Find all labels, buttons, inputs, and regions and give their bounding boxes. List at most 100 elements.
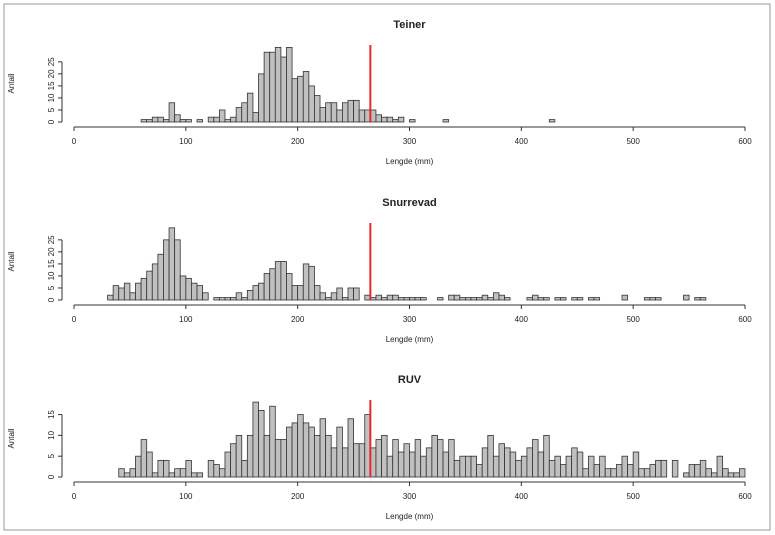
bar — [576, 297, 584, 301]
bar — [196, 119, 204, 123]
y-tick-label: 0 — [47, 119, 56, 124]
y-tick-label: 10 — [47, 93, 56, 102]
bar — [498, 294, 505, 301]
x-tick-label: 600 — [738, 492, 752, 501]
x-tick-label: 200 — [291, 137, 305, 146]
bar — [576, 451, 584, 478]
bar — [252, 401, 259, 478]
bar — [258, 73, 265, 123]
bar — [392, 294, 399, 301]
bar — [655, 459, 662, 478]
bar — [487, 297, 494, 301]
y-tick-label: 20 — [47, 69, 56, 78]
bar — [582, 468, 589, 478]
bar — [526, 447, 533, 478]
bar — [588, 297, 595, 301]
bar — [241, 102, 248, 123]
bar — [403, 443, 410, 478]
bar — [213, 297, 220, 301]
bar — [520, 455, 528, 478]
bar — [437, 439, 444, 478]
chart-title: Snurrevad — [382, 197, 436, 209]
bar — [565, 455, 573, 478]
bar — [157, 116, 164, 123]
bar — [381, 434, 388, 478]
bar — [174, 468, 181, 478]
bar — [554, 297, 561, 301]
bar — [224, 451, 231, 478]
y-tick-label: 10 — [47, 271, 56, 280]
bar — [537, 297, 545, 301]
x-tick-label: 600 — [738, 137, 752, 146]
bar — [465, 297, 472, 301]
bar — [655, 297, 662, 301]
chart-title: RUV — [398, 374, 422, 386]
bar — [621, 294, 628, 301]
bar — [330, 102, 338, 123]
x-tick-label: 400 — [515, 137, 529, 146]
bar — [319, 107, 327, 123]
bar — [588, 455, 595, 478]
bar — [308, 265, 315, 301]
bar — [168, 472, 176, 478]
bar — [280, 56, 287, 123]
bar — [593, 297, 601, 301]
bar — [319, 292, 327, 301]
bar — [397, 451, 405, 478]
y-tick-label: 5 — [47, 285, 56, 290]
y-tick-label: 10 — [47, 430, 56, 439]
bar — [274, 439, 282, 478]
y-tick-label: 0 — [47, 297, 56, 302]
bar — [297, 414, 304, 478]
bar — [716, 455, 724, 478]
bar — [604, 468, 612, 478]
bar — [476, 464, 483, 478]
bar — [353, 99, 360, 123]
bar — [185, 119, 192, 123]
bar — [414, 439, 422, 478]
bar — [688, 464, 696, 478]
bar — [347, 99, 354, 123]
bar — [297, 285, 304, 301]
bar — [638, 468, 645, 478]
bar — [163, 239, 170, 301]
bar — [146, 270, 153, 301]
bar — [711, 472, 718, 478]
bar — [286, 273, 293, 301]
bar — [286, 47, 293, 123]
bar — [263, 51, 271, 123]
bar — [571, 447, 578, 478]
bar — [230, 116, 237, 123]
bar — [442, 119, 450, 123]
bar — [699, 459, 707, 478]
bar — [509, 451, 517, 478]
bar — [174, 114, 181, 123]
bar — [336, 426, 343, 478]
bar — [548, 459, 556, 478]
bar — [140, 119, 148, 123]
bar — [459, 297, 466, 301]
bar — [297, 75, 304, 123]
bar — [246, 434, 254, 478]
bar — [107, 294, 114, 301]
bar — [643, 468, 651, 478]
y-tick-label: 20 — [47, 247, 56, 256]
bar — [112, 285, 120, 301]
bar — [537, 451, 545, 478]
bar — [397, 297, 405, 301]
bar — [353, 287, 360, 301]
bar — [302, 422, 310, 478]
bar — [420, 297, 427, 301]
bar — [649, 297, 656, 301]
bar — [705, 468, 712, 478]
bar — [218, 109, 226, 123]
bar — [593, 464, 601, 478]
bar — [129, 292, 136, 301]
bar — [627, 464, 634, 478]
bar — [694, 464, 701, 478]
bar — [258, 282, 265, 301]
bar — [218, 297, 226, 301]
bar — [246, 289, 254, 301]
y-tick-label: 25 — [47, 57, 56, 66]
bar — [470, 455, 477, 478]
